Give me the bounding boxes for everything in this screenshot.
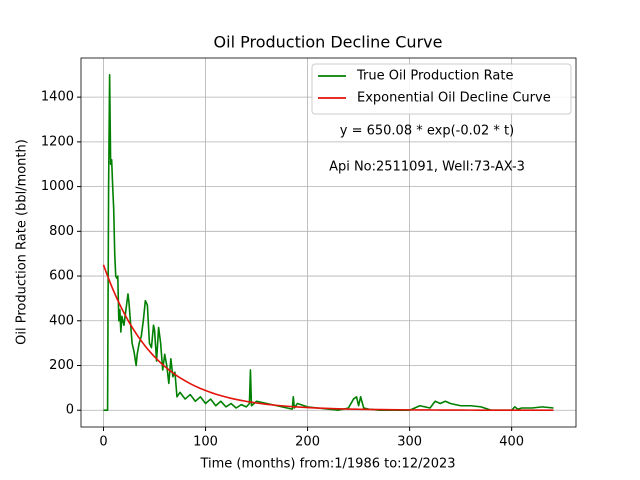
y-tick-label: 0 [66,403,74,418]
line-series [103,73,554,412]
x-axis-label: Time (months) from:1/1986 to:12/2023 [199,457,455,472]
x-tick-label: 400 [499,435,524,450]
plot-frame [80,57,577,428]
y-tick-label: 400 [49,313,74,328]
y-tick-label: 1000 [41,179,74,194]
x-tick-label: 100 [193,435,218,450]
y-axis-label: Oil Production Rate (bbl/month) [15,139,30,345]
y-tick-label: 1200 [41,134,74,149]
y-tick-label: 600 [49,269,74,284]
x-tick-label: 200 [295,435,320,450]
legend-label: True Oil Production Rate [356,69,513,84]
y-tick-label: 800 [49,224,74,239]
legend-box [311,63,572,115]
line-series [102,264,554,411]
x-tick-label: 300 [397,435,422,450]
chart-title: Oil Production Decline Curve [214,33,443,52]
y-tick-label: 1400 [41,90,74,105]
legend-label: Exponential Oil Decline Curve [357,91,551,106]
annotation: Api No:2511091, Well:73-AX-3 [329,160,525,175]
y-tick-label: 200 [49,358,74,373]
x-tick-label: 0 [99,435,107,450]
annotation: y = 650.08 * exp(-0.02 * t) [340,124,514,139]
